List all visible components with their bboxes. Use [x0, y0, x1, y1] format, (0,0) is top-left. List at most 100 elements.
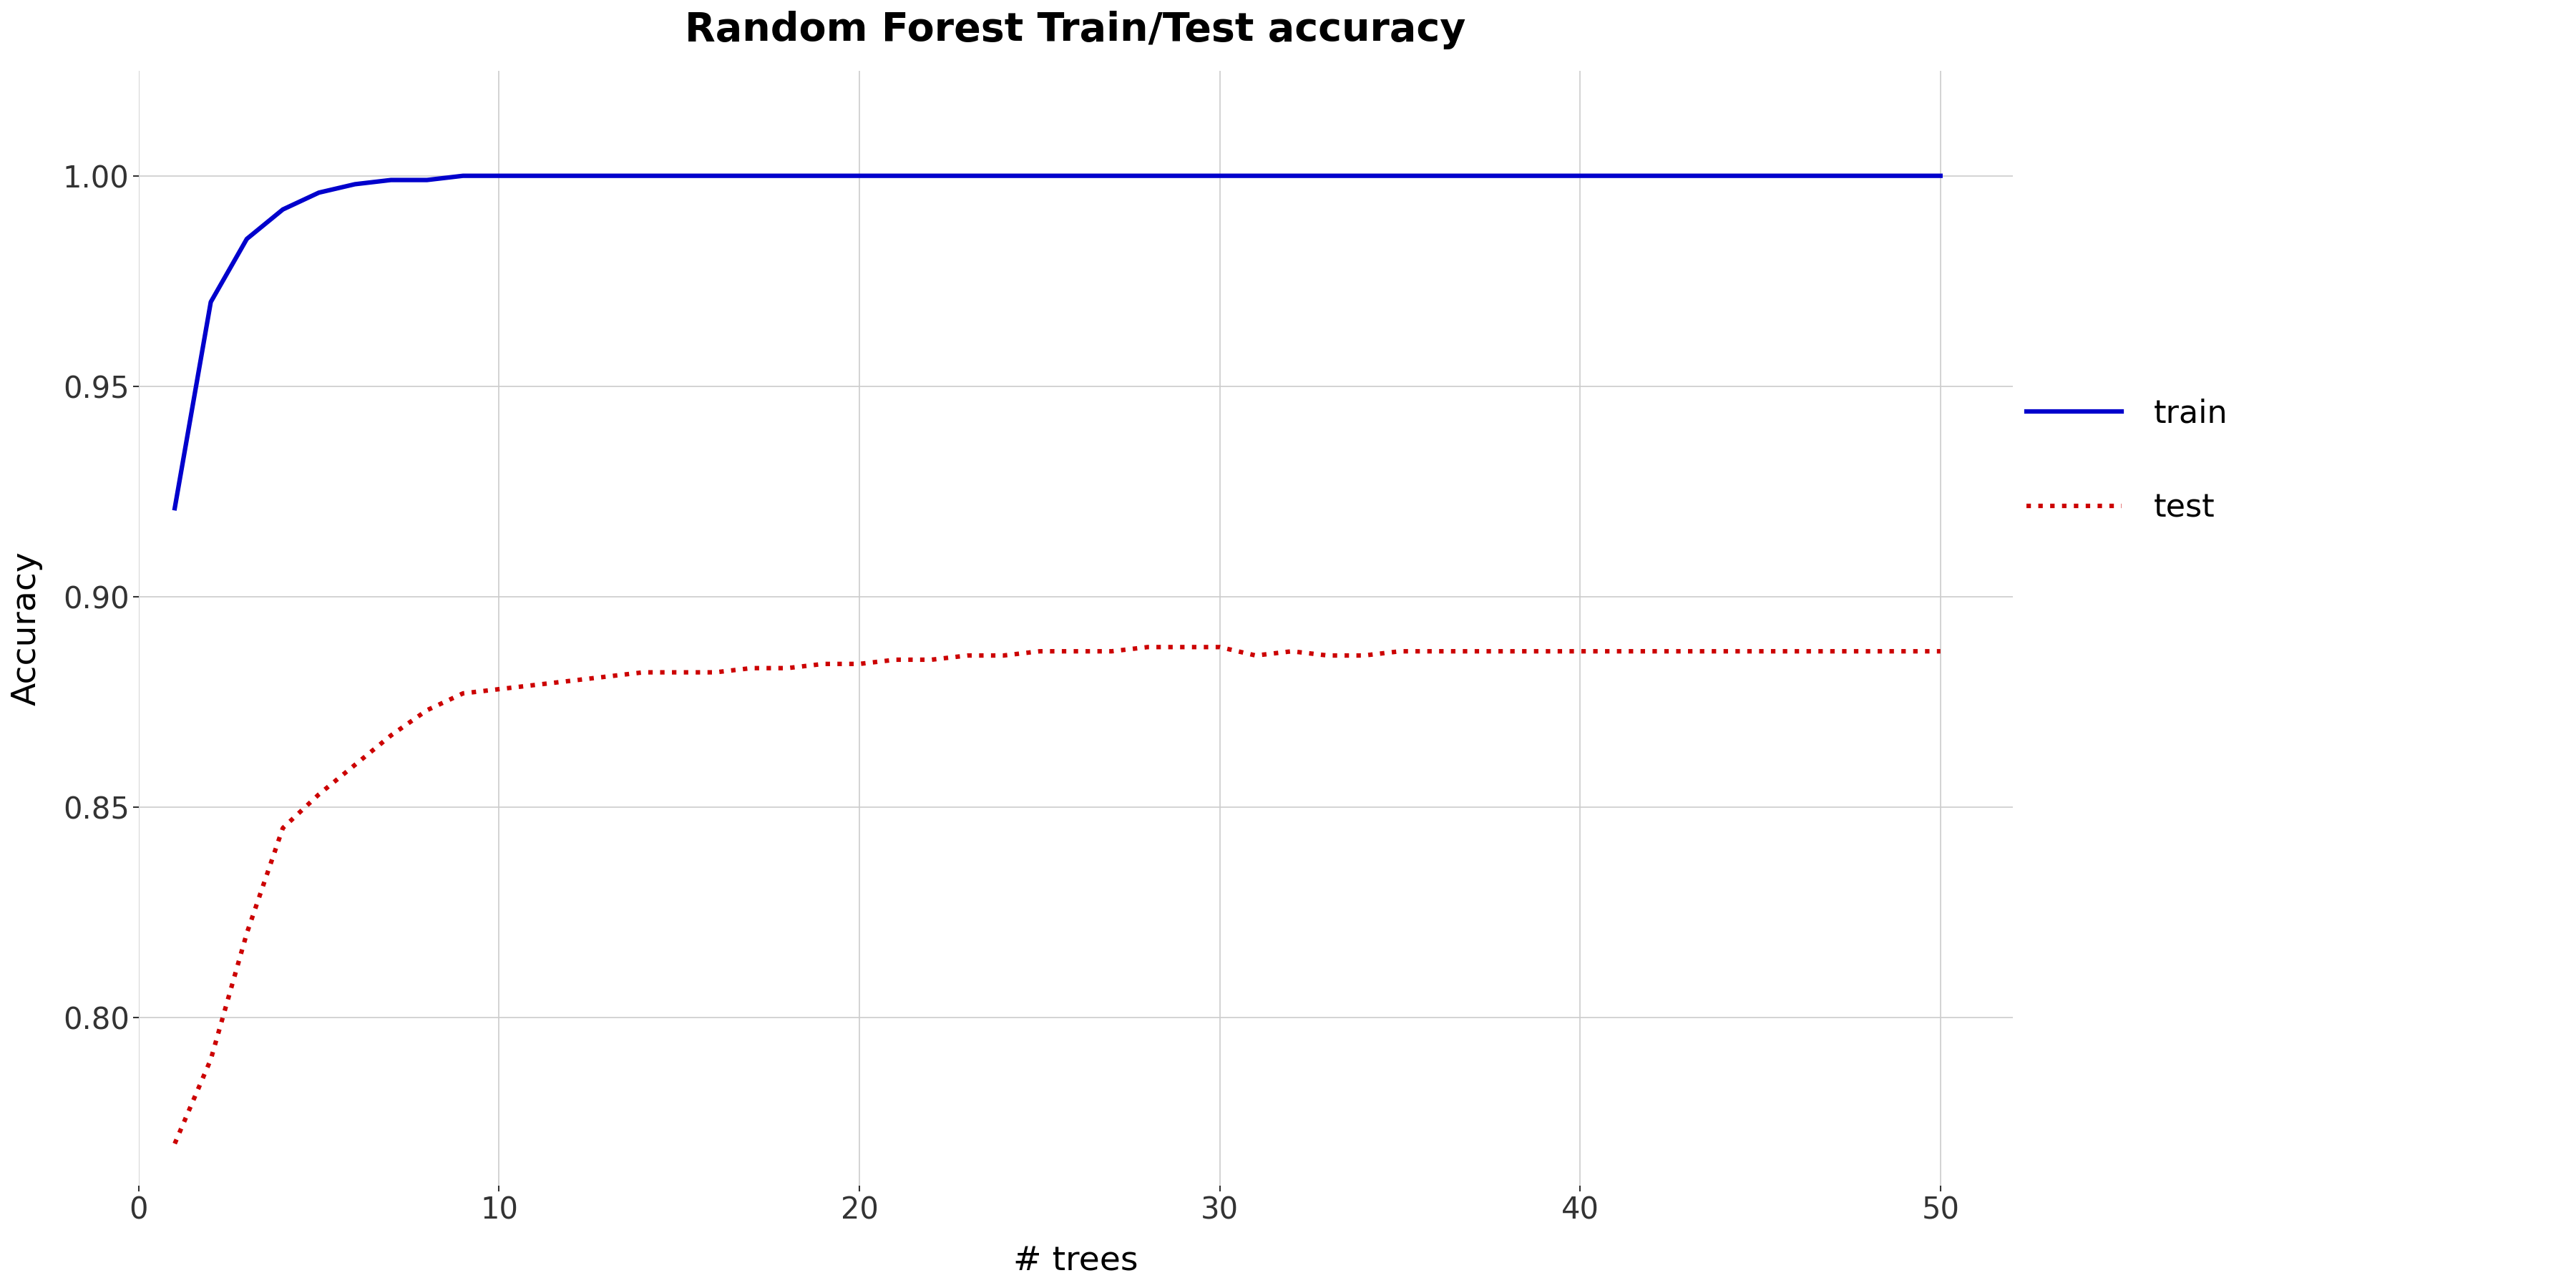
- test: [592, 668, 623, 684]
- train: [484, 167, 515, 183]
- Line: train: train: [175, 175, 1940, 509]
- train: [737, 167, 768, 183]
- test: [1347, 648, 1378, 663]
- train: [160, 501, 191, 516]
- train: [448, 167, 479, 183]
- test: [809, 656, 840, 671]
- train: [1061, 167, 1092, 183]
- test: [1455, 644, 1486, 659]
- train: [1347, 167, 1378, 183]
- train: [232, 231, 263, 246]
- train: [1455, 167, 1486, 183]
- X-axis label: # trees: # trees: [1012, 1245, 1139, 1278]
- test: [1672, 644, 1703, 659]
- test: [881, 652, 912, 667]
- test: [1528, 644, 1558, 659]
- Legend: train, test: train, test: [2014, 385, 2241, 536]
- train: [1383, 167, 1414, 183]
- test: [196, 1052, 227, 1068]
- test: [1780, 644, 1811, 659]
- train: [1564, 167, 1595, 183]
- train: [1816, 167, 1847, 183]
- train: [1133, 167, 1164, 183]
- test: [665, 665, 696, 680]
- test: [304, 787, 335, 802]
- train: [1600, 167, 1631, 183]
- train: [1636, 167, 1667, 183]
- train: [520, 167, 551, 183]
- train: [268, 202, 299, 218]
- train: [665, 167, 696, 183]
- train: [1275, 167, 1306, 183]
- train: [1708, 167, 1739, 183]
- train: [917, 167, 948, 183]
- test: [556, 674, 587, 689]
- train: [809, 167, 840, 183]
- test: [773, 661, 804, 676]
- test: [376, 728, 407, 743]
- train: [953, 167, 984, 183]
- train: [845, 167, 876, 183]
- test: [629, 665, 659, 680]
- test: [953, 648, 984, 663]
- train: [1097, 167, 1128, 183]
- test: [917, 652, 948, 667]
- Line: test: test: [175, 647, 1940, 1144]
- train: [773, 167, 804, 183]
- train: [412, 173, 443, 188]
- train: [304, 185, 335, 201]
- train: [196, 295, 227, 310]
- test: [340, 757, 371, 773]
- train: [1852, 167, 1883, 183]
- test: [1383, 644, 1414, 659]
- test: [1025, 644, 1056, 659]
- train: [1170, 167, 1200, 183]
- test: [1275, 644, 1306, 659]
- test: [1419, 644, 1450, 659]
- train: [1888, 167, 1919, 183]
- Title: Random Forest Train/Test accuracy: Random Forest Train/Test accuracy: [685, 10, 1466, 49]
- train: [340, 176, 371, 192]
- test: [232, 926, 263, 942]
- test: [268, 820, 299, 836]
- test: [1170, 639, 1200, 654]
- train: [1924, 167, 1955, 183]
- test: [1239, 648, 1270, 663]
- test: [845, 656, 876, 671]
- train: [629, 167, 659, 183]
- test: [484, 681, 515, 697]
- train: [1239, 167, 1270, 183]
- test: [701, 665, 732, 680]
- train: [556, 167, 587, 183]
- test: [1924, 644, 1955, 659]
- train: [592, 167, 623, 183]
- test: [1133, 639, 1164, 654]
- train: [1672, 167, 1703, 183]
- train: [1311, 167, 1342, 183]
- train: [989, 167, 1020, 183]
- test: [448, 685, 479, 701]
- test: [1061, 644, 1092, 659]
- train: [1025, 167, 1056, 183]
- test: [1708, 644, 1739, 659]
- test: [1492, 644, 1522, 659]
- test: [1206, 639, 1236, 654]
- test: [989, 648, 1020, 663]
- test: [1816, 644, 1847, 659]
- test: [1888, 644, 1919, 659]
- train: [1206, 167, 1236, 183]
- test: [1636, 644, 1667, 659]
- train: [1492, 167, 1522, 183]
- train: [701, 167, 732, 183]
- train: [1744, 167, 1775, 183]
- test: [1097, 644, 1128, 659]
- test: [737, 661, 768, 676]
- test: [1311, 648, 1342, 663]
- test: [1564, 644, 1595, 659]
- test: [1852, 644, 1883, 659]
- test: [412, 702, 443, 717]
- Y-axis label: Accuracy: Accuracy: [10, 551, 44, 706]
- test: [520, 677, 551, 693]
- test: [1600, 644, 1631, 659]
- train: [881, 167, 912, 183]
